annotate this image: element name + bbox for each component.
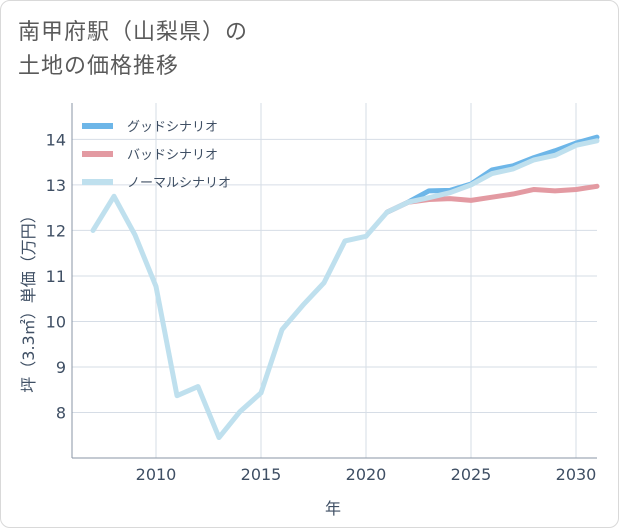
data-point bbox=[217, 436, 221, 439]
chart-title: 南甲府駅（山梨県）の 土地の価格推移 bbox=[18, 20, 249, 79]
data-point bbox=[448, 197, 452, 200]
data-point bbox=[553, 149, 557, 152]
y-tick-label: 14 bbox=[46, 130, 66, 149]
data-point bbox=[511, 192, 515, 196]
data-point bbox=[322, 281, 326, 284]
y-tick-label: 8 bbox=[56, 403, 66, 422]
y-axis-label: 坪（3.3㎡）単価（万円） bbox=[19, 207, 38, 392]
data-point bbox=[595, 185, 599, 188]
data-point bbox=[490, 196, 494, 199]
data-point bbox=[574, 144, 578, 147]
data-point bbox=[553, 189, 557, 193]
data-point bbox=[427, 196, 431, 199]
grid-lines bbox=[72, 103, 597, 458]
x-tick-label: 2020 bbox=[346, 465, 387, 484]
data-point bbox=[490, 172, 494, 175]
y-tick-label: 13 bbox=[46, 176, 66, 195]
x-tick-label: 2010 bbox=[136, 465, 177, 484]
data-point bbox=[343, 239, 347, 243]
data-point bbox=[154, 285, 158, 288]
data-point bbox=[469, 183, 473, 187]
data-point bbox=[364, 235, 368, 238]
x-tick-label: 2030 bbox=[556, 465, 597, 484]
legend-label: ノーマルシナリオ bbox=[127, 176, 231, 191]
legend-label: バッドシナリオ bbox=[127, 148, 218, 163]
data-point bbox=[175, 394, 179, 397]
axes bbox=[71, 103, 597, 459]
data-point bbox=[490, 168, 494, 172]
y-tick-label: 11 bbox=[46, 267, 66, 286]
data-point bbox=[238, 410, 242, 413]
data-point bbox=[385, 211, 389, 214]
data-point bbox=[427, 189, 431, 193]
series-lines bbox=[90, 134, 600, 441]
data-point bbox=[406, 201, 410, 204]
data-point bbox=[259, 391, 263, 395]
data-point bbox=[280, 328, 284, 331]
x-tick-label: 2025 bbox=[451, 465, 492, 484]
data-point bbox=[511, 167, 515, 171]
data-point bbox=[196, 385, 200, 388]
x-axis-label: 年 bbox=[325, 499, 341, 518]
data-point bbox=[532, 158, 536, 162]
y-tick-label: 12 bbox=[46, 221, 66, 240]
x-tick-label: 2015 bbox=[241, 465, 282, 484]
y-tick-label: 9 bbox=[56, 358, 66, 377]
data-point bbox=[574, 188, 578, 191]
data-point bbox=[553, 154, 557, 157]
y-tick-label: 10 bbox=[46, 312, 66, 331]
data-point bbox=[133, 233, 137, 237]
data-point bbox=[112, 195, 116, 198]
tick-labels: 2010 2015 2020 2025 2030 8 9 10 11 12 13 14 bbox=[46, 130, 597, 484]
data-point bbox=[469, 199, 473, 202]
data-point bbox=[532, 188, 536, 191]
data-point bbox=[301, 303, 305, 307]
data-point bbox=[595, 135, 599, 139]
data-point bbox=[91, 229, 95, 232]
legend-label: グッドシナリオ bbox=[127, 120, 218, 135]
data-point bbox=[595, 139, 599, 142]
data-point bbox=[448, 191, 452, 194]
